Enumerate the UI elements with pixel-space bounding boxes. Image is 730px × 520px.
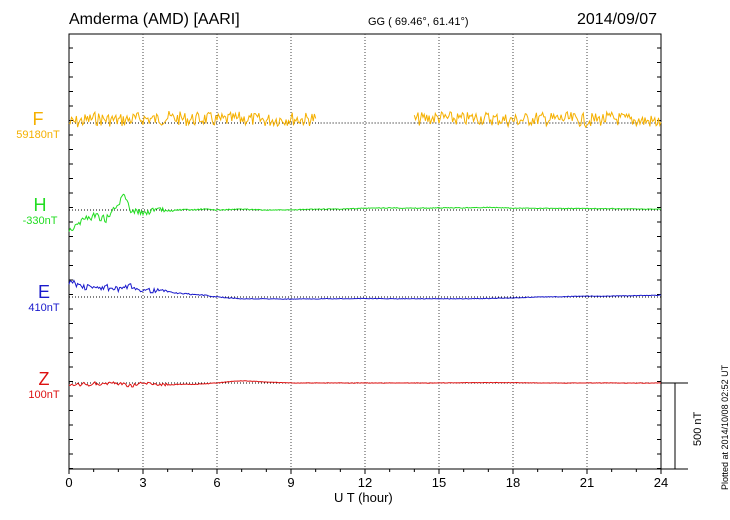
channel-z-name: Z [38,369,50,389]
chart-date: 2014/09/07 [577,11,658,28]
channel-e-baseline: 410nT [28,302,60,314]
station-title: Amderma (AMD) [AARI] [69,11,240,28]
channel-h-baseline: -330nT [22,215,58,227]
station-coordinates: GG ( 69.46°, 61.41°) [368,16,469,28]
x-tick-label-24: 24 [654,475,668,490]
scale-bar-label: 500 nT [692,411,704,446]
series-h-line-0 [68,193,662,232]
series-f-line-1 [413,110,662,129]
channel-z-baseline: 100nT [28,389,60,401]
x-tick-label-12: 12 [358,475,372,490]
x-tick-label-9: 9 [287,475,294,490]
x-tick-label-18: 18 [506,475,520,490]
x-tick-label-0: 0 [65,475,72,490]
channel-h-label: H -330nT [14,195,66,228]
channel-f-label: F 59180nT [8,109,68,142]
x-tick-label-3: 3 [139,475,146,490]
x-tick-label-6: 6 [213,475,220,490]
series-z-line-0 [68,380,662,388]
x-axis-label: U T (hour) [334,490,393,505]
x-tick-label-15: 15 [432,475,446,490]
series-e-line-0 [68,279,662,300]
channel-e-label: E 410nT [16,282,72,315]
x-tick-label-21: 21 [580,475,594,490]
series-f-line-0 [68,110,317,128]
channel-f-name: F [32,109,44,129]
channel-z-label: Z 100nT [16,369,72,402]
plotted-timestamp: Plotted at 2014/10/08 02:52 UT [720,364,730,490]
channel-f-baseline: 59180nT [16,129,60,141]
channel-h-name: H [33,195,47,215]
channel-e-name: E [37,282,50,302]
